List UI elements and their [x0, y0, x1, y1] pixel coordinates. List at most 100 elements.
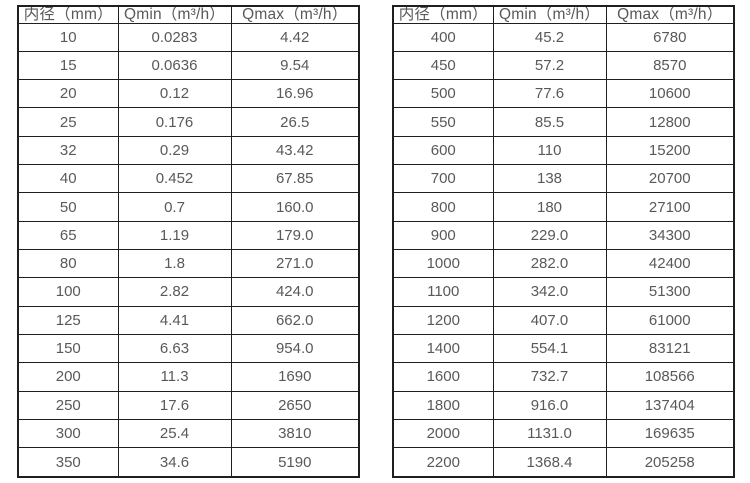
table-cell: 67.85: [230, 164, 360, 194]
col-header-qmin: Qmin（m³/h）: [117, 5, 232, 24]
col-header-inner-diameter: 内径（mm）: [17, 5, 119, 24]
table-cell: 662.0: [230, 305, 360, 335]
table-cell: 600: [392, 135, 494, 166]
table-row: 300 25.4 3810: [17, 418, 360, 449]
table-cell: 424.0: [230, 277, 360, 307]
table-row: 700 138 20700: [392, 164, 735, 194]
table-cell: 0.0283: [117, 22, 232, 52]
table-cell: 11.3: [117, 362, 232, 392]
table-cell: 2.82: [117, 277, 232, 307]
table-cell: 916.0: [492, 390, 607, 420]
flow-spec-table-small-diameters: 内径（mm） Qmin（m³/h） Qmax（m³/h） 10 0.0283 4.4…: [17, 5, 360, 478]
table-cell: 0.12: [117, 79, 232, 109]
table-row: 150 6.63 954.0: [17, 333, 360, 364]
table-cell: 25: [17, 107, 119, 137]
table-cell: 6780: [605, 22, 735, 52]
table-cell: 407.0: [492, 305, 607, 335]
table-cell: 15: [17, 50, 119, 81]
table-cell: 65: [17, 220, 119, 251]
table-cell: 1131.0: [492, 418, 607, 449]
table-cell: 250: [17, 390, 119, 420]
table-row: 550 85.5 12800: [392, 107, 735, 137]
table-cell: 1368.4: [492, 447, 607, 478]
table-cell: 108566: [605, 362, 735, 392]
table-cell: 4.42: [230, 22, 360, 52]
table-cell: 2650: [230, 390, 360, 420]
table-cell: 17.6: [117, 390, 232, 420]
table-cell: 8570: [605, 50, 735, 81]
table-cell: 10: [17, 22, 119, 52]
table-cell: 6.63: [117, 333, 232, 364]
table-cell: 40: [17, 164, 119, 194]
table-cell: 271.0: [230, 248, 360, 279]
table-cell: 110: [492, 135, 607, 166]
table-cell: 27100: [605, 192, 735, 222]
table-row: 40 0.452 67.85: [17, 164, 360, 194]
table-cell: 200: [17, 362, 119, 392]
table-cell: 229.0: [492, 220, 607, 251]
table-cell: 179.0: [230, 220, 360, 251]
table-row: 1400 554.1 83121: [392, 333, 735, 364]
table-cell: 77.6: [492, 79, 607, 109]
table-cell: 4.41: [117, 305, 232, 335]
table-row: 1800 916.0 137404: [392, 390, 735, 420]
table-cell: 169635: [605, 418, 735, 449]
table-row: 2000 1131.0 169635: [392, 418, 735, 449]
table-row: 65 1.19 179.0: [17, 220, 360, 251]
table-row: 80 1.8 271.0: [17, 248, 360, 279]
table-cell: 1600: [392, 362, 494, 392]
table-cell: 9.54: [230, 50, 360, 81]
table-cell: 342.0: [492, 277, 607, 307]
table-cell: 20: [17, 79, 119, 109]
table-cell: 1800: [392, 390, 494, 420]
flow-spec-table-large-diameters: 内径（mm） Qmin（m³/h） Qmax（m³/h） 400 45.2 6780…: [392, 5, 735, 478]
table-row: 600 110 15200: [392, 135, 735, 166]
table-cell: 45.2: [492, 22, 607, 52]
table-cell: 0.0636: [117, 50, 232, 81]
table-cell: 0.7: [117, 192, 232, 222]
table-row: 15 0.0636 9.54: [17, 50, 360, 81]
table-row: 1200 407.0 61000: [392, 305, 735, 335]
table-cell: 51300: [605, 277, 735, 307]
col-header-qmax: Qmax（m³/h）: [605, 5, 735, 24]
table-cell: 5190: [230, 447, 360, 478]
table-cell: 900: [392, 220, 494, 251]
table-cell: 61000: [605, 305, 735, 335]
table-row: 50 0.7 160.0: [17, 192, 360, 222]
table-row: 800 180 27100: [392, 192, 735, 222]
col-header-inner-diameter: 内径（mm）: [392, 5, 494, 24]
table-row: 450 57.2 8570: [392, 50, 735, 81]
table-cell: 1.8: [117, 248, 232, 279]
table-cell: 43.42: [230, 135, 360, 166]
table-cell: 1400: [392, 333, 494, 364]
table-cell: 10600: [605, 79, 735, 109]
table-cell: 2200: [392, 447, 494, 478]
table-cell: 42400: [605, 248, 735, 279]
table-body: 400 45.2 6780 450 57.2 8570 500 77.6 10600 550 85.…: [392, 22, 735, 478]
table-cell: 26.5: [230, 107, 360, 137]
table-cell: 34.6: [117, 447, 232, 478]
table-row: 20 0.12 16.96: [17, 79, 360, 109]
table-cell: 700: [392, 164, 494, 194]
table-row: 900 229.0 34300: [392, 220, 735, 251]
table-row: 2200 1368.4 205258: [392, 447, 735, 478]
table-cell: 1000: [392, 248, 494, 279]
table-cell: 500: [392, 79, 494, 109]
table-cell: 282.0: [492, 248, 607, 279]
table-cell: 137404: [605, 390, 735, 420]
table-cell: 83121: [605, 333, 735, 364]
table-row: 1600 732.7 108566: [392, 362, 735, 392]
table-row: 10 0.0283 4.42: [17, 22, 360, 52]
col-header-qmin: Qmin（m³/h）: [492, 5, 607, 24]
table-cell: 80: [17, 248, 119, 279]
table-cell: 400: [392, 22, 494, 52]
table-cell: 1690: [230, 362, 360, 392]
table-cell: 954.0: [230, 333, 360, 364]
table-cell: 32: [17, 135, 119, 166]
table-row: 200 11.3 1690: [17, 362, 360, 392]
table-cell: 180: [492, 192, 607, 222]
table-cell: 85.5: [492, 107, 607, 137]
table-cell: 1.19: [117, 220, 232, 251]
table-row: 100 2.82 424.0: [17, 277, 360, 307]
